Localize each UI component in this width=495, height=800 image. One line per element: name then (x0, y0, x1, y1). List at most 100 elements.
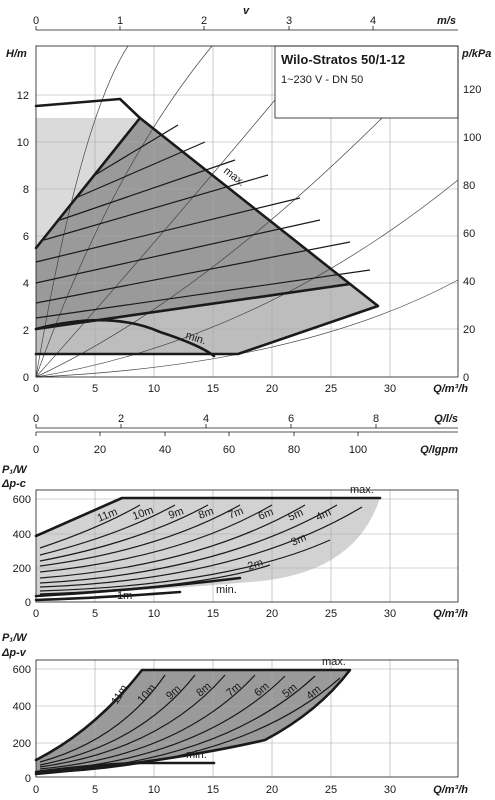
dpc-field-fill (36, 498, 380, 594)
flow-tick-label: 0 (33, 383, 39, 395)
igpm-tick-label: 100 (349, 444, 367, 456)
pressure-axis-label: p/kPa (461, 48, 491, 60)
min-curve (34, 318, 216, 358)
dpc-min-label: min. (216, 584, 237, 596)
power-dpc-chart: max. min. 11m 10m 9m 8m 7m 6m 5m 4m 3m 2… (1, 464, 468, 620)
dpc-x-tick: 0 (33, 608, 39, 620)
dpc-speed-curves (39, 504, 363, 595)
dpv-tick-label: 600 (13, 664, 31, 676)
dpc-power-label: P₁/W (2, 464, 28, 476)
dpv-field-fill (36, 670, 350, 774)
dpc-head-label: 3m (289, 532, 308, 549)
dpc-tick-label: 600 (13, 494, 31, 506)
dpc-chart-frame (35, 489, 459, 603)
dpv-max-label: max. (322, 656, 346, 668)
head-tick-label: 4 (23, 278, 29, 290)
dpc-head-label: 8m (197, 505, 215, 522)
dpc-head-label: 9m (167, 505, 185, 522)
dpv-min-label: min. (186, 749, 207, 761)
head-flow-chart: max. min. Wilo-Stratos 50/1-12 1~230 V -… (6, 45, 491, 395)
dpc-min-curve-lower (34, 590, 182, 602)
low-speed-fill (36, 284, 378, 354)
dpc-tick-label: 200 (13, 563, 31, 575)
ls-tick-label: 4 (203, 413, 209, 425)
pressure-tick-label: 60 (463, 228, 475, 240)
dpv-x-tick: 5 (92, 784, 98, 796)
flow-tick-label: 30 (384, 383, 396, 395)
igpm-tick-label: 20 (94, 444, 106, 456)
dpc-x-tick: 30 (384, 608, 396, 620)
igpm-tick-label: 80 (288, 444, 300, 456)
dpv-min-curve (34, 761, 216, 774)
velocity-tick-label: 2 (201, 15, 207, 27)
dpv-x-tick: 30 (384, 784, 396, 796)
velocity-ticks (35, 26, 374, 30)
max-curve (34, 116, 352, 331)
dpc-x-tick: 15 (207, 608, 219, 620)
dpv-x-tick: 15 (207, 784, 219, 796)
ls-tick-label: 0 (33, 413, 39, 425)
velocity-axis: v m/s 0 1 2 3 4 (33, 5, 458, 31)
velocity-axis-unit: m/s (437, 15, 456, 27)
dpv-x-tick: 25 (325, 784, 337, 796)
dpc-tick-label: 400 (13, 529, 31, 541)
dpc-min-curve (34, 576, 242, 598)
pressure-tick-label: 100 (463, 132, 481, 144)
velocity-tick-label: 4 (370, 15, 376, 27)
dpc-head-label: 1m (117, 590, 132, 602)
head-tick-label: 0 (23, 372, 29, 384)
flow-tick-label: 10 (148, 383, 160, 395)
dpc-tick-label: 0 (25, 597, 31, 609)
pressure-tick-label: 120 (463, 84, 481, 96)
pressure-tick-label: 0 (463, 372, 469, 384)
ls-axis-label: Q/l/s (434, 413, 458, 425)
igpm-axis-label: Q/Igpm (420, 444, 458, 456)
flow-igpm-axis: 0 20 40 60 80 100 Q/Igpm (33, 431, 458, 456)
dpc-head-label: 6m (257, 506, 276, 523)
ls-tick-label: 8 (373, 413, 379, 425)
ls-tick-label: 6 (288, 413, 294, 425)
head-tick-label: 12 (17, 90, 29, 102)
dpv-x-tick: 10 (148, 784, 160, 796)
head-tick-label: 6 (23, 231, 29, 243)
pump-title: Wilo-Stratos 50/1-12 (281, 52, 405, 67)
head-tick-label: 2 (23, 325, 29, 337)
igpm-tick-label: 60 (223, 444, 235, 456)
dpc-flow-label: Q/m³/h (433, 608, 468, 620)
power-dpv-chart: max. min. 11m 10m 9m 8m 7m 6m 5m 4m P₁/W… (1, 632, 468, 796)
dpc-head-label: 7m (227, 505, 246, 522)
dpv-x-tick: 0 (33, 784, 39, 796)
pressure-tick-label: 40 (463, 276, 475, 288)
pressure-tick-label: 80 (463, 180, 475, 192)
velocity-tick-label: 0 (33, 15, 39, 27)
head-chart-frame (35, 45, 459, 378)
pump-subtitle: 1~230 V - DN 50 (281, 74, 363, 86)
dpc-head-label: 5m (286, 507, 305, 524)
head-axis-label: H/m (6, 48, 27, 60)
dpv-x-tick: 20 (266, 784, 278, 796)
dpc-x-tick: 20 (266, 608, 278, 620)
flow-tick-label: 25 (325, 383, 337, 395)
flow-tick-label: 20 (266, 383, 278, 395)
igpm-tick-label: 40 (159, 444, 171, 456)
flow-axis-label: Q/m³/h (433, 383, 468, 395)
dpc-x-tick: 10 (148, 608, 160, 620)
flow-ls-axis: 0 2 4 6 8 Q/l/s (33, 413, 458, 429)
max-curve-top (34, 97, 142, 120)
head-tick-label: 10 (17, 137, 29, 149)
dpc-mode-label: Δp-c (1, 478, 26, 490)
velocity-tick-label: 3 (286, 15, 292, 27)
dpc-x-tick: 25 (325, 608, 337, 620)
pressure-tick-label: 20 (463, 324, 475, 336)
dpv-power-label: P₁/W (2, 632, 28, 644)
max-curve-outer (34, 282, 380, 356)
dpv-chart-frame (35, 659, 459, 778)
dpc-max-curve (34, 496, 382, 538)
dpc-x-tick: 5 (92, 608, 98, 620)
head-tick-label: 8 (23, 184, 29, 196)
dpv-tick-label: 400 (13, 701, 31, 713)
igpm-tick-label: 0 (33, 444, 39, 456)
dpc-head-label: 2m (246, 557, 264, 573)
dpv-mode-label: Δp-v (1, 647, 27, 659)
